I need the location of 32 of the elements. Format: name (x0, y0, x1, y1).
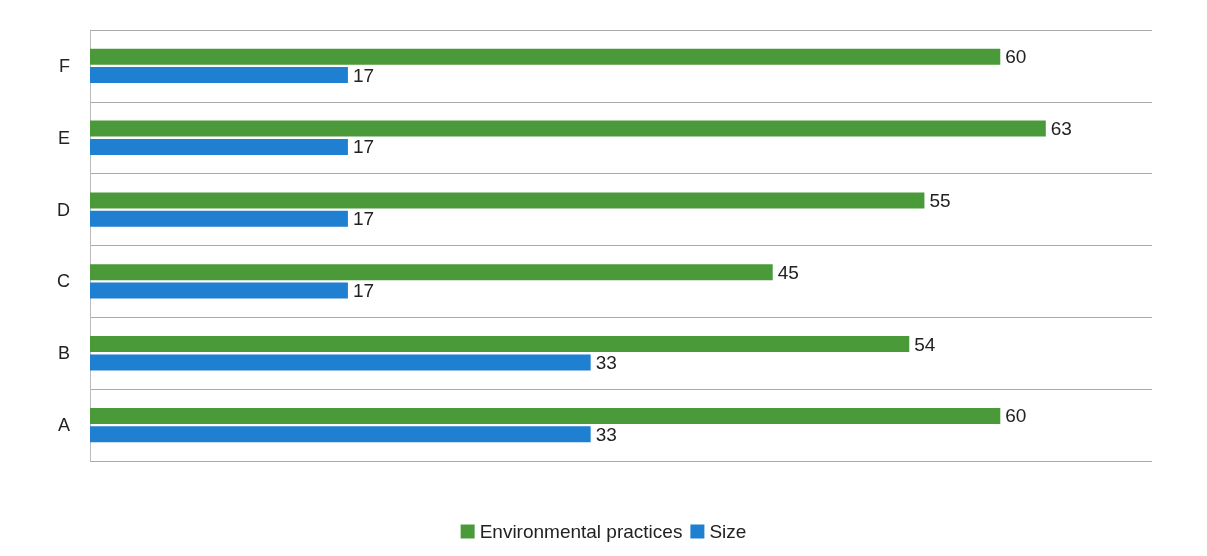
bar (90, 192, 925, 209)
bar (90, 407, 1001, 424)
data-label: 33 (595, 351, 617, 373)
bar (90, 282, 348, 299)
data-label: 54 (914, 333, 936, 355)
y-tick-label: E (57, 127, 70, 148)
y-tick-label: D (57, 199, 70, 220)
bar (90, 210, 348, 227)
bar (90, 336, 910, 353)
y-tick-label: A (57, 415, 70, 436)
data-label: 60 (1005, 405, 1027, 427)
data-label: 17 (352, 136, 375, 158)
data-label: 45 (777, 261, 799, 283)
legend-label: Size (709, 521, 747, 542)
bar (90, 426, 591, 443)
data-label: 33 (595, 423, 617, 445)
bar (90, 120, 1046, 137)
data-label: 17 (352, 208, 375, 230)
data-label: 63 (1050, 118, 1072, 140)
data-label: 60 (1005, 46, 1027, 68)
y-tick-label: C (57, 271, 70, 292)
y-tick-label: F (59, 55, 70, 76)
bar (90, 67, 348, 84)
data-label: 17 (352, 280, 375, 302)
bar (90, 264, 773, 281)
data-label: 17 (352, 64, 375, 86)
data-label: 55 (929, 189, 951, 211)
legend-label: Environmental practices (479, 521, 683, 542)
bar (90, 138, 348, 155)
bar (90, 48, 1001, 65)
y-tick-label: B (57, 343, 70, 364)
bar (90, 354, 591, 371)
